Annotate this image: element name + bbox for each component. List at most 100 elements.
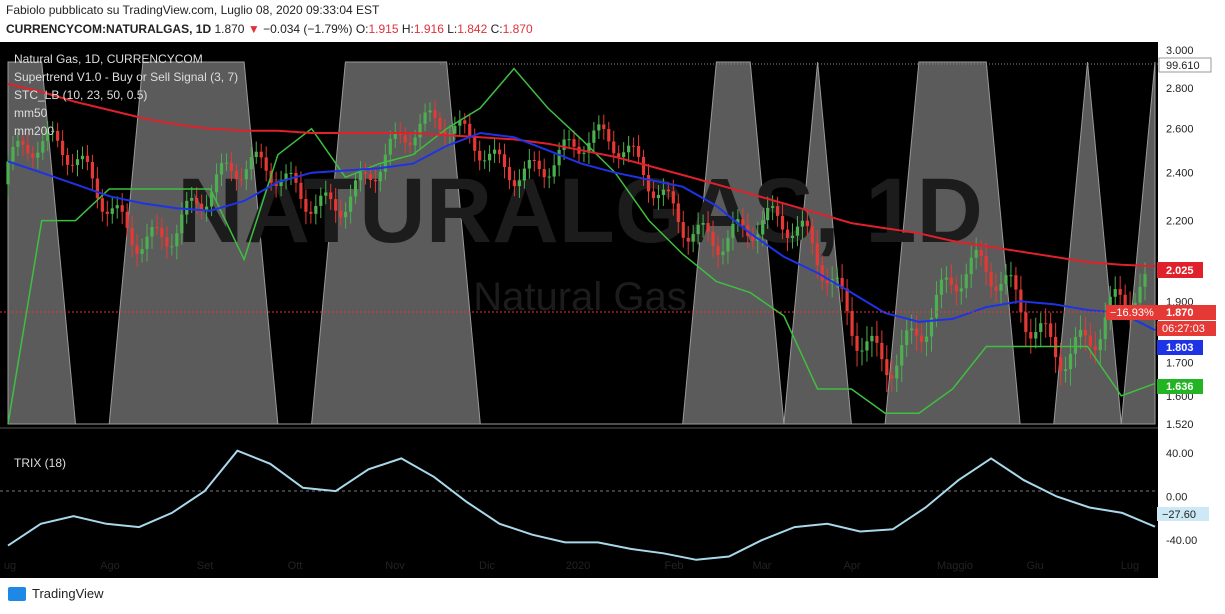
candle-body [636,145,641,157]
candle-body [939,279,944,295]
supertrend-line [7,67,1156,425]
candle-body [964,274,968,289]
footer-brand: TradingView [32,586,104,601]
candle-body [36,152,40,158]
candle-body [190,197,194,201]
candle-body [314,205,318,214]
candle-body [478,150,482,161]
candle-body [517,180,522,187]
candle-body [885,359,889,376]
legend-title: Natural Gas, 1D, CURRENCYCOM [14,52,203,66]
candle-body [810,226,814,244]
time-tick-label: Dic [479,560,495,572]
candle-body [1024,312,1028,333]
candle-body [547,176,551,178]
candle-body [557,149,561,166]
candle-body [666,189,670,192]
candle-body [934,294,939,318]
mm200-line [7,83,1156,268]
candle-body [1098,339,1102,351]
candle-body [617,153,621,158]
candle-body [701,222,705,225]
candle-body [527,159,531,169]
candle-body [165,237,169,247]
candle-body [61,140,65,156]
candle-body [915,328,919,336]
candle-body [974,249,978,258]
candle-body [309,211,313,214]
candle-body [1058,357,1063,372]
candle-body [661,189,665,195]
low-label: L: [447,22,458,36]
candle-body [775,206,780,216]
candle-body [1068,353,1073,370]
time-tick-label: ug [4,560,16,572]
candle-body [954,284,958,292]
candle-body [214,174,219,193]
candle-body [115,205,119,209]
candle-body [890,375,894,379]
candle-body [353,180,358,197]
candle-body [1083,329,1088,336]
candle-body [949,277,953,285]
candle-body [562,139,566,150]
candle-body [6,161,10,185]
last-price-value: 1.870 [1166,307,1194,319]
candle-body [651,191,656,199]
mm200-value: 2.025 [1166,265,1194,277]
indicator-lines [7,67,1156,425]
trix-polyline [7,449,1156,561]
candle-body [408,142,412,146]
candles [6,100,1147,393]
candle-body [910,328,914,331]
candle-body [736,219,740,224]
candle-body [344,211,348,218]
candle-body [488,153,492,161]
candle-body [771,206,775,208]
candle-body [21,140,25,145]
candle-body [46,131,50,142]
candle-body [622,152,626,158]
candle-body [552,165,556,177]
candle-body [329,192,333,200]
candle-body [582,152,586,154]
candle-body [532,159,536,161]
trix-tick-label: 0.00 [1166,492,1187,504]
candle-body [65,155,70,165]
candle-body [319,195,323,206]
candle-body [393,131,397,139]
candle-body [656,194,661,199]
candle-body [761,220,765,235]
candle-body [592,130,596,143]
candle-body [646,175,651,192]
candle-body [795,226,800,236]
bar-timer: 06:27:03 [1162,323,1205,335]
time-tick-label: Maggio [937,560,973,572]
candle-body [1118,289,1122,295]
candle-body [607,129,611,142]
candle-body [443,129,447,136]
price-change: −0.034 (−1.79%) [263,22,353,36]
candle-body [696,224,700,235]
candle-body [686,237,690,242]
candle-body [205,206,209,210]
candle-body [706,222,710,232]
time-tick-label: Mar [753,560,772,572]
trix-tick-label: -40.00 [1166,535,1197,547]
price-tick-label: 1.700 [1166,357,1194,369]
candle-body [711,231,715,246]
time-tick-label: Set [197,560,214,572]
mm200-tag [1157,262,1203,278]
candle-body [1113,289,1117,297]
candle-body [463,120,467,124]
candle-body [175,233,179,247]
price-chart[interactable]: NATURALGAS, 1D Natural Gas 3.0002.8002.6… [0,42,1225,582]
candle-body [453,125,457,134]
candle-body [835,277,839,279]
candle-body [433,110,437,119]
open-label: O: [355,22,369,36]
price-tick-label: 3.000 [1166,45,1194,57]
watermark-symbol: NATURALGAS, 1D [177,160,983,262]
candle-body [145,236,149,250]
candle-body [766,207,770,221]
